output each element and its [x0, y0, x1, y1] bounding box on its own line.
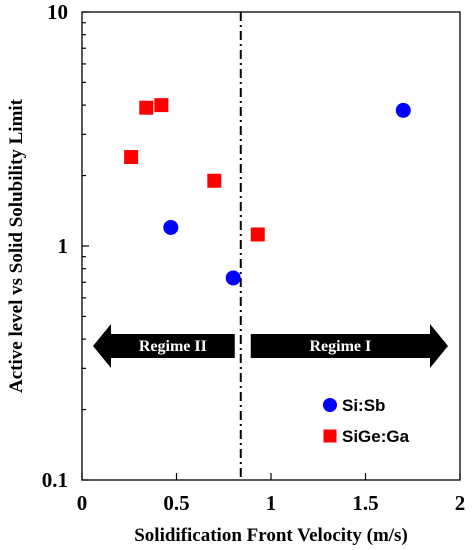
x-tick-label: 1.5 — [352, 491, 378, 515]
sige-ga-point — [154, 98, 169, 113]
x-axis-tick-labels: 0 0.5 1 1.5 2 — [77, 491, 466, 515]
y-axis-ticks — [82, 11, 89, 481]
x-axis-title: Solidification Front Velocity (m/s) — [134, 525, 408, 546]
legend: Si:Sb SiGe:Ga — [323, 396, 410, 446]
si-sb-point — [395, 102, 411, 118]
regime-i-label: Regime I — [309, 338, 371, 355]
y-tick-label: 10 — [47, 0, 68, 24]
y-tick-label: 1 — [58, 234, 69, 258]
x-tick-label: 1 — [266, 491, 277, 515]
legend-marker-si-sb — [323, 398, 337, 412]
x-axis-ticks — [81, 473, 461, 480]
regime-ii-label: Regime II — [139, 338, 207, 355]
regime-arrows: Regime II Regime I — [93, 324, 448, 368]
legend-label: Si:Sb — [342, 396, 385, 415]
y-tick-label: 0.1 — [42, 468, 68, 492]
y-axis-title: Active level vs Solid Solubility Limit — [6, 98, 27, 393]
y-axis-tick-labels: 0.1 1 10 — [42, 0, 68, 492]
data-points — [124, 98, 411, 286]
x-tick-label: 0.5 — [163, 491, 189, 515]
regime-ii-arrow — [93, 324, 235, 368]
si-sb-point — [225, 270, 241, 286]
sige-ga-point — [139, 100, 154, 115]
plot-frame — [81, 11, 461, 481]
x-tick-label: 2 — [455, 491, 466, 515]
legend-label: SiGe:Ga — [342, 427, 410, 446]
sige-ga-point — [250, 227, 265, 242]
sige-ga-point — [207, 173, 222, 188]
regime-i-arrow — [250, 324, 448, 368]
legend-marker-sige-ga — [323, 429, 337, 443]
si-sb-point — [163, 219, 179, 235]
sige-ga-point — [124, 150, 139, 165]
x-tick-label: 0 — [77, 491, 88, 515]
